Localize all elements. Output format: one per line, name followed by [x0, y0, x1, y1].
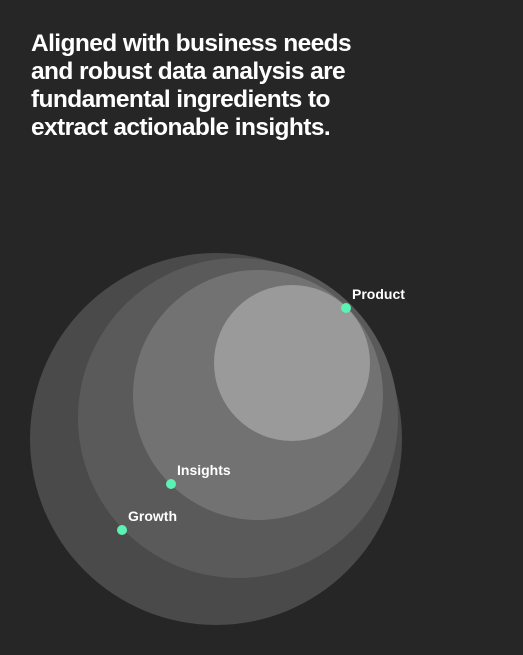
headline: Aligned with business needs and robust d… [31, 30, 391, 142]
circle-inner [214, 285, 370, 441]
headline-line-3: fundamental ingredients to [31, 86, 330, 113]
product-label: Product [352, 286, 405, 302]
growth-label: Growth [128, 508, 177, 524]
product-marker-dot [341, 303, 351, 313]
insights-marker-dot [166, 479, 176, 489]
insights-label: Insights [177, 462, 231, 478]
headline-line-4: extract actionable insights. [31, 114, 331, 141]
headline-line-1: Aligned with business needs [31, 30, 352, 57]
headline-line-2: and robust data analysis are [31, 58, 346, 85]
growth-marker-dot [117, 525, 127, 535]
